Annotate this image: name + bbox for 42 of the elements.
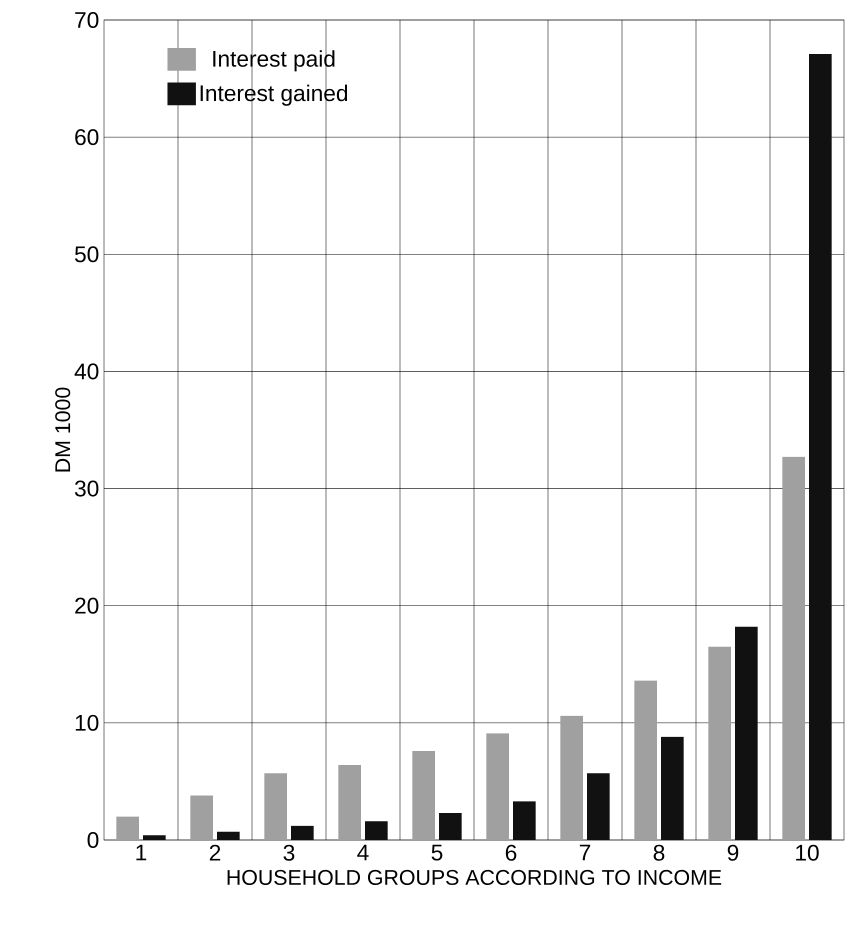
y-axis-title: DM 1000 [55, 388, 70, 472]
y-tick-label: 70 [75, 12, 98, 28]
bar [116, 816, 139, 840]
y-tick-label: 40 [74, 363, 98, 380]
y-tick-label: 30 [74, 480, 98, 497]
bar [143, 835, 166, 840]
y-tick-label: 0 [88, 832, 98, 848]
legend-label: Interest paid [213, 50, 334, 72]
bar [217, 832, 240, 840]
bar [782, 456, 805, 840]
bar [587, 773, 610, 840]
x-tick-label: 3 [284, 844, 294, 861]
bar [439, 813, 462, 840]
bar [809, 54, 832, 840]
y-tick-label: 60 [75, 129, 98, 146]
x-tick-label: 1 [136, 844, 146, 860]
bar [338, 765, 361, 840]
x-tick-label: 8 [654, 844, 664, 861]
bar [661, 736, 684, 840]
x-tick-label: 7 [580, 844, 590, 860]
bar [708, 646, 731, 840]
bar [190, 795, 213, 840]
bar [365, 821, 388, 840]
x-tick-label: 9 [728, 844, 738, 861]
legend-label: Interest gained [200, 84, 348, 106]
bar [735, 626, 758, 840]
x-tick-label: 6 [506, 844, 516, 861]
bar [486, 733, 509, 840]
x-axis-title: HOUSEHOLD GROUPS ACCORDING TO INCOME [228, 870, 722, 886]
x-tick-label: 4 [357, 844, 369, 860]
bar [412, 750, 435, 840]
y-tick-label: 50 [74, 246, 98, 262]
bar [291, 826, 314, 840]
bar [634, 680, 657, 840]
bar [513, 801, 536, 840]
x-tick-label: 10 [796, 844, 819, 861]
y-tick-label: 20 [75, 598, 98, 614]
x-tick-label: 2 [210, 844, 220, 861]
bar [560, 716, 583, 840]
x-tick-label: 5 [432, 844, 442, 861]
bar [264, 773, 287, 840]
y-tick-label: 10 [76, 714, 98, 731]
